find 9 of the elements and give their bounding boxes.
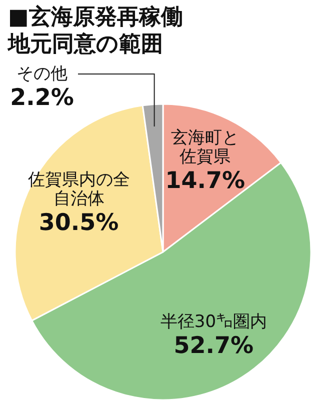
slice-label: その他 <box>16 64 68 84</box>
slice-label: 佐賀県内の全自治体 <box>27 170 130 209</box>
chart-title: ■玄海原発再稼働地元同意の範囲 <box>8 4 184 58</box>
slice-label: 玄海町と佐賀県 <box>170 128 240 168</box>
data-label: 2.2% <box>9 85 75 111</box>
data-label: 14.7% <box>164 168 246 194</box>
data-label: 30.5% <box>38 210 120 236</box>
data-label: 52.7% <box>172 333 255 359</box>
slice-label: 半径30㌔圏内 <box>159 312 268 332</box>
